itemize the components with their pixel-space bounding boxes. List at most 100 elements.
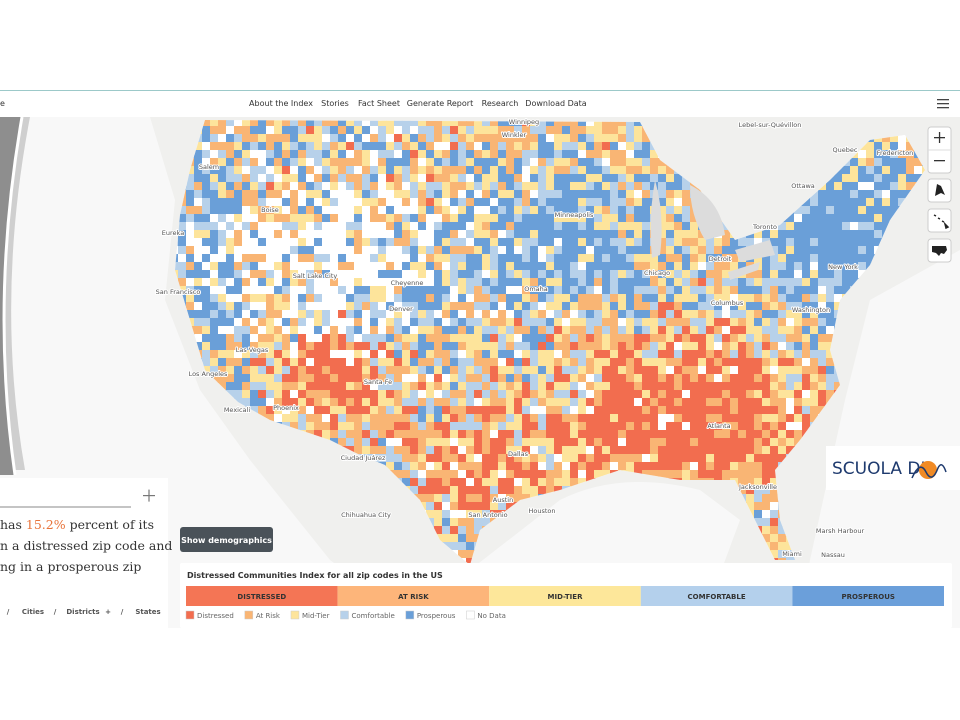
zip-area [266, 414, 275, 423]
zip-area [386, 382, 395, 391]
zip-area [226, 366, 235, 375]
zip-area [746, 406, 755, 415]
zip-area [522, 134, 531, 143]
menu-icon[interactable] [937, 99, 949, 109]
zip-area [210, 222, 219, 231]
zip-area [458, 374, 467, 383]
zip-area [858, 222, 867, 231]
zip-area [410, 120, 419, 127]
zip-area [682, 454, 691, 463]
zip-area [298, 238, 307, 247]
zip-area [234, 238, 243, 247]
zip-area [490, 190, 499, 199]
zip-area [490, 158, 499, 167]
zip-area [610, 166, 619, 175]
zip-area [322, 222, 331, 231]
zip-area [490, 126, 499, 135]
zip-area [418, 246, 427, 255]
zip-area [522, 478, 531, 487]
zip-area [466, 318, 475, 327]
zip-area [466, 342, 475, 351]
zip-area [450, 446, 459, 455]
zip-area [378, 120, 387, 127]
zip-area [306, 206, 315, 215]
zip-area [618, 182, 627, 191]
zip-area [226, 174, 235, 183]
zip-area [698, 342, 707, 351]
zip-area [610, 334, 619, 343]
zip-area [346, 406, 355, 415]
zip-area [314, 326, 323, 335]
zip-area [434, 518, 443, 527]
zip-area [642, 174, 651, 183]
zip-area [842, 278, 851, 287]
zip-area [866, 158, 875, 167]
zip-area [610, 398, 619, 407]
zip-area [634, 350, 643, 359]
zip-area [594, 334, 603, 343]
zip-area [690, 270, 699, 279]
zip-area [546, 406, 555, 415]
zip-area [290, 334, 299, 343]
zip-area [194, 246, 203, 255]
zip-area [842, 262, 851, 271]
zip-area [666, 390, 675, 399]
zip-area [746, 438, 755, 447]
zip-area [866, 238, 875, 247]
zip-area [498, 206, 507, 215]
zip-area [602, 150, 611, 159]
zip-area [562, 174, 571, 183]
zip-area [434, 526, 443, 535]
zip-area [642, 286, 651, 295]
zip-area [178, 262, 187, 271]
zip-area [186, 206, 195, 215]
zip-area [290, 406, 299, 415]
top-rule [0, 90, 960, 91]
zip-area [546, 246, 555, 255]
zip-area [314, 342, 323, 351]
zip-area [434, 462, 443, 471]
zip-area [570, 174, 579, 183]
zip-area [458, 526, 467, 535]
zip-area [522, 486, 531, 495]
zip-area [610, 358, 619, 367]
zip-area [402, 390, 411, 399]
zip-area [754, 470, 763, 479]
zip-area [338, 278, 347, 287]
zip-area [186, 262, 195, 271]
zip-area [658, 318, 667, 327]
zip-area [282, 270, 291, 279]
zip-area [802, 238, 811, 247]
zip-area [218, 374, 227, 383]
zip-area [274, 190, 283, 199]
zip-area [522, 462, 531, 471]
zip-area [370, 182, 379, 191]
zip-area [362, 246, 371, 255]
zip-area [610, 462, 619, 471]
zip-area [274, 150, 283, 159]
zip-area [410, 174, 419, 183]
zip-area [770, 502, 779, 511]
zip-area [602, 446, 611, 455]
zip-area [538, 222, 547, 231]
zip-area [354, 374, 363, 383]
zip-area [482, 198, 491, 207]
zip-area [514, 286, 523, 295]
zip-area [746, 310, 755, 319]
zip-area [666, 358, 675, 367]
zip-area [434, 126, 443, 135]
zip-area [562, 134, 571, 143]
zip-area [642, 230, 651, 239]
zip-area [458, 214, 467, 223]
zip-area [634, 262, 643, 271]
zip-area [226, 206, 235, 215]
zip-area [362, 262, 371, 271]
zip-area [458, 230, 467, 239]
zip-area [458, 246, 467, 255]
zip-area [706, 470, 715, 479]
zip-area [626, 350, 635, 359]
zip-area [394, 286, 403, 295]
zip-area [682, 342, 691, 351]
zip-area [386, 326, 395, 335]
zip-area [754, 486, 763, 495]
